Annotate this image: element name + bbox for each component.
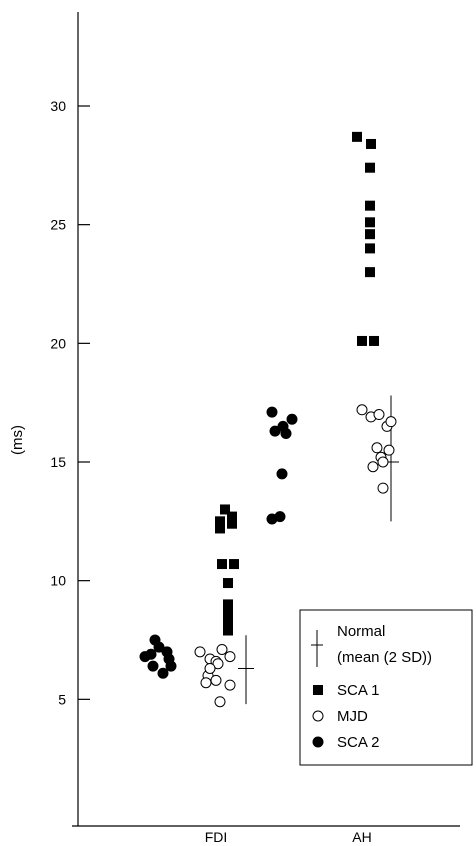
x-tick-label: FDI	[205, 829, 228, 845]
data-point	[266, 513, 278, 525]
data-point	[224, 651, 236, 663]
data-point	[269, 425, 281, 437]
legend-marker	[313, 685, 323, 695]
data-point	[365, 229, 375, 240]
data-point	[223, 616, 233, 627]
data-point	[373, 409, 385, 421]
axes: 5 10 15 20 25 30 FDI AH	[50, 12, 460, 845]
legend-item: SCA 2	[312, 734, 380, 751]
series-sca-1	[215, 131, 379, 636]
y-tick-label: 5	[58, 691, 66, 707]
data-point	[352, 131, 362, 142]
data-point	[366, 138, 376, 149]
data-point	[266, 406, 278, 418]
data-point	[383, 444, 395, 456]
y-tick-label: 10	[50, 573, 66, 589]
legend-label: SCA 2	[337, 734, 380, 751]
data-point	[377, 456, 389, 468]
data-point	[223, 599, 233, 610]
legend-marker	[312, 710, 324, 722]
data-point	[356, 404, 368, 416]
y-tick-label: 15	[50, 454, 66, 470]
legend-normal-sublabel: (mean (2 SD))	[337, 649, 432, 666]
y-tick: 25	[50, 217, 90, 233]
normal-range-fdi	[238, 635, 254, 705]
series-mjd	[194, 404, 397, 708]
data-point	[377, 482, 389, 494]
data-point	[367, 461, 379, 473]
legend-normal-symbol	[311, 630, 323, 667]
data-point	[200, 677, 212, 689]
data-point	[216, 643, 228, 655]
data-point	[145, 648, 157, 660]
data-point	[223, 625, 233, 636]
y-ticks: 5 10 15 20 25 30	[50, 98, 90, 707]
data-point	[204, 662, 216, 674]
y-tick: 10	[50, 573, 90, 589]
x-ticks: FDI AH	[205, 829, 372, 845]
data-point	[286, 413, 298, 425]
y-tick-label: 20	[50, 335, 66, 351]
data-point	[220, 504, 230, 515]
y-tick: 15	[50, 454, 90, 470]
data-point	[280, 428, 292, 440]
data-point	[229, 559, 239, 570]
y-tick-label: 30	[50, 98, 66, 114]
x-tick-label: AH	[352, 829, 371, 845]
data-point	[227, 518, 237, 529]
data-point	[165, 660, 177, 672]
data-point	[217, 559, 227, 570]
data-point	[365, 217, 375, 228]
legend-box	[299, 609, 473, 766]
y-tick: 20	[50, 335, 90, 351]
legend-item: MJD	[312, 708, 368, 725]
y-tick: 30	[50, 98, 90, 114]
data-point	[224, 679, 236, 691]
data-point	[365, 267, 375, 278]
legend-series: SCA 1 MJD SCA 2	[312, 682, 380, 751]
y-tick-label: 25	[50, 217, 66, 233]
data-points	[139, 131, 397, 708]
data-point	[371, 442, 383, 454]
data-point	[357, 335, 367, 346]
data-point	[210, 674, 222, 686]
data-point	[147, 660, 159, 672]
data-point	[215, 516, 225, 527]
data-point	[369, 335, 379, 346]
data-point	[223, 608, 233, 619]
data-point	[365, 162, 375, 173]
legend-marker	[312, 736, 324, 748]
series-sca-2	[139, 406, 298, 679]
data-point	[212, 658, 224, 670]
legend-label: SCA 1	[337, 682, 380, 699]
data-point	[365, 243, 375, 254]
legend-item: SCA 1	[313, 682, 380, 699]
y-tick: 5	[58, 691, 90, 707]
data-point	[153, 641, 165, 653]
data-point	[223, 578, 233, 589]
legend-normal-label: Normal	[337, 623, 385, 640]
data-point	[194, 646, 206, 658]
data-point	[215, 523, 225, 534]
y-axis-label: (ms)	[9, 425, 26, 455]
data-point	[276, 468, 288, 480]
data-point	[157, 667, 169, 679]
legend-label: MJD	[337, 708, 368, 725]
data-point	[214, 696, 226, 708]
data-point	[227, 511, 237, 522]
data-point	[365, 200, 375, 211]
legend: Normal (mean (2 SD)) SCA 1 MJD SCA 2	[299, 609, 473, 766]
data-point	[385, 416, 397, 428]
